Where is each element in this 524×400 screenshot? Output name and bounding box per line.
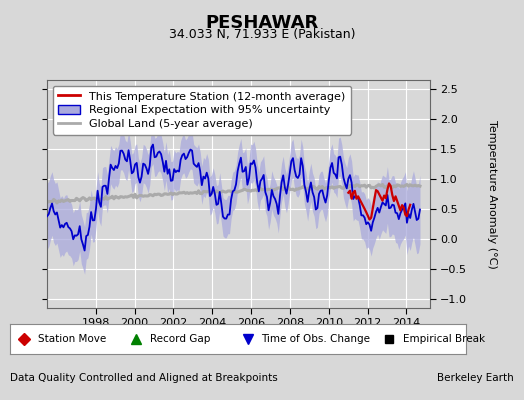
Legend: This Temperature Station (12-month average), Regional Expectation with 95% uncer: This Temperature Station (12-month avera…: [53, 86, 351, 135]
Text: 34.033 N, 71.933 E (Pakistan): 34.033 N, 71.933 E (Pakistan): [169, 28, 355, 41]
Text: PESHAWAR: PESHAWAR: [205, 14, 319, 32]
Text: Station Move: Station Move: [38, 334, 106, 344]
Text: Time of Obs. Change: Time of Obs. Change: [261, 334, 370, 344]
Y-axis label: Temperature Anomaly (°C): Temperature Anomaly (°C): [487, 120, 497, 268]
Text: Data Quality Controlled and Aligned at Breakpoints: Data Quality Controlled and Aligned at B…: [10, 373, 278, 383]
Text: Empirical Break: Empirical Break: [402, 334, 485, 344]
Text: Record Gap: Record Gap: [149, 334, 210, 344]
Text: Berkeley Earth: Berkeley Earth: [437, 373, 514, 383]
